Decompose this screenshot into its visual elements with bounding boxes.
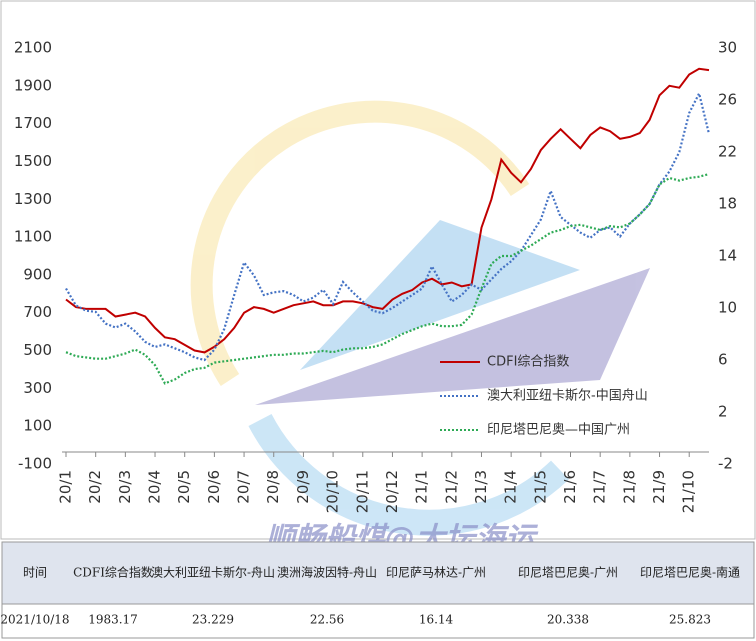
x-tick-label: 20/3 [116,470,134,504]
x-tick-label: 21/6 [561,470,579,504]
table-cell: 22.56 [310,613,344,627]
x-tick-label: 20/10 [324,470,342,513]
table-header-cell: CDFI综合指数 [73,565,153,580]
x-tick-label: 21/7 [591,470,609,504]
x-tick-label: 21/8 [620,470,638,504]
x-tick-label: 21/4 [502,470,520,504]
x-tick-label: 20/1 [57,470,75,504]
y2-tick-label: -2 [718,455,733,473]
table-cell: 16.14 [419,613,454,627]
table-header-cell: 印尼萨马林达-广州 [386,566,486,580]
table-cell: 25.823 [669,613,711,627]
series-line [65,67,710,354]
x-tick-label: 21/2 [442,470,460,504]
y-tick-label: 700 [23,303,52,321]
y2-tick-label: 26 [718,91,737,109]
x-tick-label: 21/3 [472,470,490,504]
legend-label: 印尼塔巴尼奥—中国广州 [487,423,630,438]
x-tick-label: 20/7 [235,470,253,504]
y2-tick-label: 10 [718,299,737,317]
x-tick-label: 20/2 [86,470,104,504]
chart-frame [0,0,756,540]
logo [190,100,650,536]
table-header-cell: 时间 [23,566,47,580]
y-tick-label: 1100 [14,228,52,246]
y2-tick-label: 18 [718,195,737,213]
y-tick-label: 1300 [14,190,52,208]
table-header-bg [2,542,754,604]
x-tick-label: 21/5 [531,470,549,504]
x-tick-label: 20/12 [383,470,401,513]
y-tick-label: 300 [23,379,52,397]
y-tick-label: 2100 [14,39,52,57]
x-tick-label: 20/6 [205,470,223,504]
x-tick-label: 20/5 [175,470,193,504]
y-tick-label: -100 [18,455,52,473]
legend-label: CDFI综合指数 [487,355,569,370]
table-cell: 2021/10/18 [0,613,69,627]
y2-tick-label: 2 [718,403,728,421]
table-cell: 1983.17 [88,613,138,627]
table-frame [1,541,755,639]
y2-tick-label: 6 [718,351,728,369]
y2-tick-label: 30 [718,39,737,57]
legend-label: 澳大利亚纽卡斯尔-中国舟山 [487,388,648,404]
x-tick-label: 21/9 [650,470,668,504]
y-tick-label: 1700 [14,114,52,132]
table-header-cell: 印尼塔巴尼奥-广州 [518,566,618,580]
y2-tick-label: 22 [718,143,737,161]
x-tick-label: 20/8 [264,470,282,504]
table-header-cell: 印尼塔巴尼奥-南通 [640,565,740,580]
y-tick-label: 500 [23,341,52,359]
x-tick-label: 20/9 [294,470,312,504]
x-tick-label: 20/11 [353,470,371,513]
table-cell: 23.229 [192,613,234,627]
table-cell: 20.338 [547,613,589,627]
y-tick-label: 1900 [14,76,52,94]
series-line [65,173,710,385]
y2-tick-label: 14 [718,247,737,265]
y-tick-label: 1500 [14,152,52,170]
x-tick-label: 21/1 [413,470,431,504]
table-header-cell: 澳洲海波因特-舟山 [277,565,377,580]
x-tick-label: 20/4 [146,470,164,504]
y-tick-label: 900 [23,265,52,283]
series-line [65,90,711,362]
x-tick-label: 21/10 [680,470,698,513]
y-tick-label: 100 [23,417,52,435]
table-header-cell: 澳大利亚纽卡斯尔-舟山 [151,565,275,580]
